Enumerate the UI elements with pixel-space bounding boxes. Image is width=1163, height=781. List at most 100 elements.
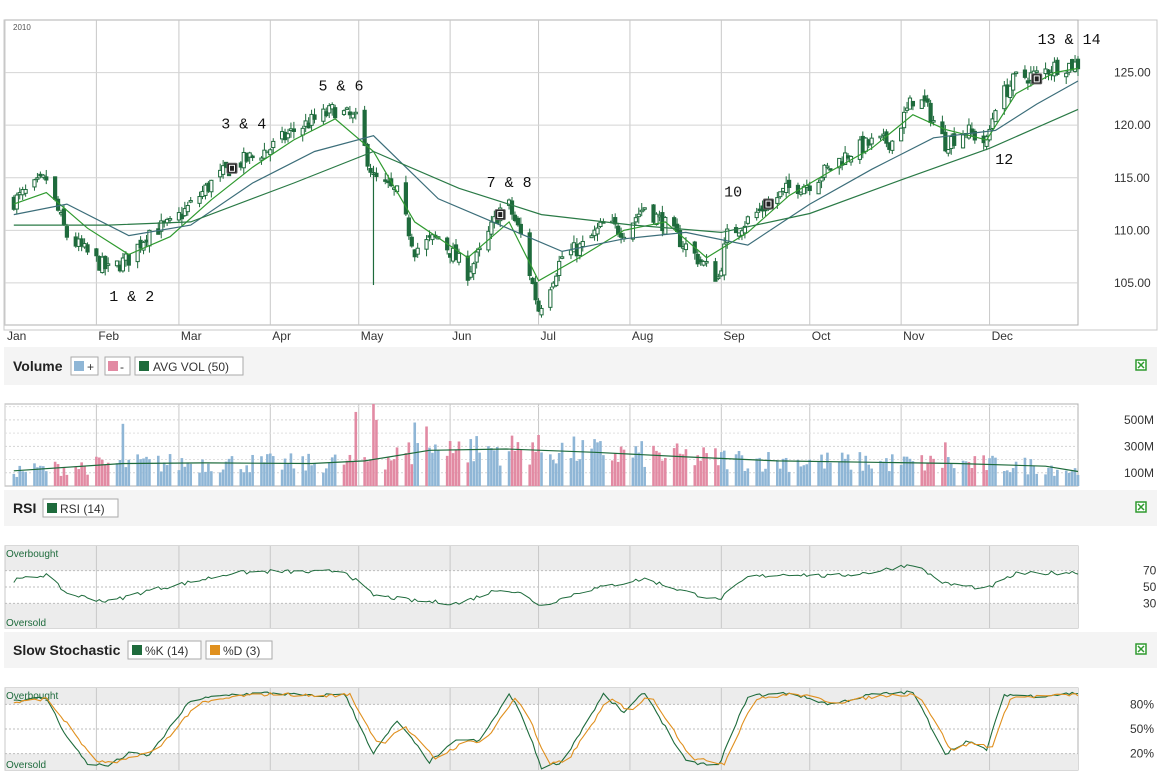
candle-down (85, 244, 90, 253)
volume-plus-swatch (74, 361, 84, 371)
volume-bar-down (513, 450, 517, 486)
volume-bar-up (593, 439, 596, 486)
volume-bar-down (973, 456, 977, 486)
candle-down (1055, 59, 1060, 75)
volume-bar-up (165, 465, 169, 486)
month-tick-label: Sep (723, 329, 745, 343)
candle-up (639, 209, 644, 213)
candle-down (695, 253, 700, 265)
volume-bar-up (817, 461, 820, 486)
candle-up (825, 165, 830, 169)
price-tick-label: 105.00 (1114, 276, 1151, 290)
stochastic-oversold-label: Oversold (6, 760, 46, 771)
candle-up (32, 179, 37, 188)
expand-icon[interactable] (1135, 359, 1147, 371)
volume-bar-down (929, 455, 932, 486)
candle-up (262, 149, 267, 159)
volume-bar-up (720, 452, 723, 486)
candle-up (548, 289, 553, 308)
volume-bar-up (908, 458, 912, 486)
candle-down (374, 172, 379, 178)
candle-down (103, 255, 108, 270)
volume-bar-up (1011, 468, 1015, 486)
candle-up (23, 189, 28, 194)
volume-bar-up (39, 465, 42, 486)
volume-bar-up (115, 463, 119, 486)
volume-bar-down (106, 462, 110, 486)
candle-down (324, 111, 329, 117)
candle-up (633, 217, 638, 223)
volume-bar-up (304, 470, 307, 486)
candle-up (120, 257, 126, 272)
volume-bar-down (59, 475, 63, 486)
candle-down (928, 102, 933, 124)
candle-up (901, 111, 907, 129)
volume-bar-up (239, 469, 243, 486)
candle-up (330, 104, 335, 110)
volume-bar-up (1014, 461, 1018, 486)
volume-bar-up (183, 466, 187, 486)
dividend-marker-glyph (1033, 75, 1040, 83)
volume-bar-up (840, 452, 844, 486)
volume-bar-up (575, 460, 579, 486)
volume-bar-up (283, 458, 287, 486)
volume-bar-up (1050, 465, 1053, 486)
candle-up (489, 221, 494, 235)
volume-bar-up (837, 461, 841, 486)
volume-bar-up (495, 446, 499, 486)
candle-up (415, 247, 420, 255)
volume-bar-down (622, 449, 626, 486)
moving-average-line (13, 108, 1079, 234)
expand-icon[interactable] (1135, 501, 1147, 513)
candle-up (822, 164, 827, 178)
candle-down (368, 167, 373, 173)
volume-bar-up (799, 466, 803, 486)
volume-bar-down (345, 460, 349, 486)
volume-bar-down (103, 464, 107, 486)
volume-bar-up (1067, 472, 1071, 486)
candle-up (775, 197, 780, 204)
candle-up (580, 240, 585, 248)
volume-bar-down (363, 457, 366, 486)
volume-bar-down (83, 466, 86, 486)
volume-bar-up (260, 456, 263, 486)
volume-bar-up (740, 455, 744, 486)
volume-bar-up (266, 454, 269, 486)
volume-bar-up (218, 472, 222, 486)
candle-up (554, 275, 559, 287)
volume-bar-up (743, 470, 747, 486)
expand-icon[interactable] (1135, 643, 1147, 655)
volume-bar-down (516, 442, 520, 486)
stochastic-axis-labels: 20% 50% 80% (1130, 697, 1154, 760)
volume-bar-down (967, 461, 971, 486)
volume-bar-up (469, 439, 473, 486)
candle-up (456, 252, 462, 263)
candle-up (722, 243, 727, 276)
candle-up (946, 149, 951, 154)
rsi-oversold-label: Oversold (6, 618, 46, 629)
volume-bar-down (95, 456, 98, 486)
volume-bar-up (186, 462, 190, 486)
candle-down (61, 208, 67, 226)
stochastic-series (13, 690, 1079, 770)
candle-down (365, 143, 370, 167)
candle-up (1013, 71, 1019, 75)
candle-up (1064, 72, 1069, 78)
volume-bar-up (991, 455, 994, 486)
volume-bar-up (737, 450, 741, 486)
volume-bar-up (327, 462, 331, 486)
volume-bar-up (1026, 474, 1030, 486)
moving-average-line (13, 80, 1079, 253)
candle-up (1008, 85, 1013, 99)
volume-bar-up (437, 449, 440, 486)
volume-bar-up (1035, 473, 1039, 486)
volume-bar-down (699, 460, 702, 486)
rsi-title: RSI (13, 500, 36, 516)
month-tick-label: Oct (812, 329, 831, 343)
volume-bar-up (136, 454, 139, 486)
month-labels: Jan Feb Mar Apr May Jun Jul Aug Sep Oct Nov Dec (7, 329, 1013, 343)
dividend-marker-glyph (497, 211, 504, 219)
volume-bar-up (823, 468, 826, 486)
volume-bar-down (944, 442, 947, 486)
volume-bar-up (802, 465, 806, 486)
